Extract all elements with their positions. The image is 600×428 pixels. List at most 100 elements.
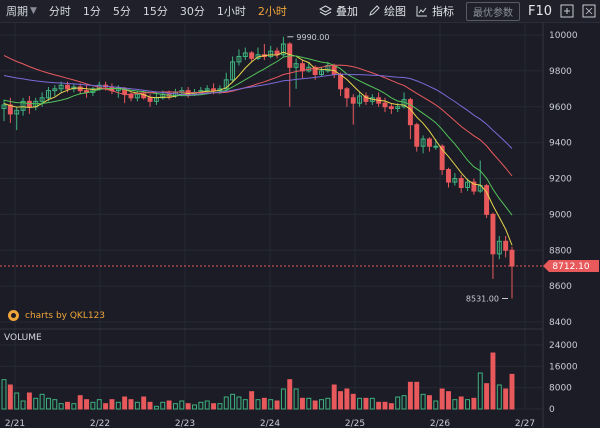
candle-body xyxy=(350,97,356,104)
volume-bar xyxy=(407,381,413,410)
period-tab-5m[interactable]: 5分 xyxy=(112,5,131,18)
candle-body xyxy=(52,88,58,92)
volume-bar xyxy=(344,388,350,410)
price-tick-label: 9000 xyxy=(549,210,572,220)
volume-bar xyxy=(14,392,20,410)
period-tab-2h[interactable]: 2小时 xyxy=(257,5,287,18)
candle-body xyxy=(414,124,420,147)
period-tab-30m[interactable]: 30分 xyxy=(179,5,205,18)
period-tab-15m[interactable]: 15分 xyxy=(142,5,168,18)
overlay-button[interactable]: 叠加 xyxy=(318,3,358,19)
candle-body xyxy=(134,93,140,99)
volume-bar xyxy=(490,352,496,410)
volume-bar xyxy=(192,404,197,410)
candle-body xyxy=(465,181,471,188)
candlestick-chart[interactable]: 10000 9800 9600 9400 9200 9000 8800 8600 8400 240… xyxy=(0,22,600,428)
candle-body xyxy=(147,97,153,102)
candle-body xyxy=(65,84,70,90)
draw-button[interactable]: 绘图 xyxy=(368,3,406,19)
ma30-line xyxy=(3,73,513,149)
period-label[interactable]: 周期 xyxy=(6,5,28,18)
f10-button[interactable]: F10 xyxy=(527,3,552,19)
volume-bar xyxy=(96,399,102,410)
indicator-button[interactable]: 指标 xyxy=(416,3,454,19)
price-tick-label: 8400 xyxy=(549,318,572,328)
indicator-label: 指标 xyxy=(431,5,454,18)
volume-bar xyxy=(350,393,356,410)
candle-body xyxy=(388,106,394,110)
volume-bar xyxy=(90,401,96,410)
candle-body xyxy=(503,240,509,251)
volume-bar xyxy=(401,395,407,410)
volume-bar xyxy=(179,400,185,410)
candle-body xyxy=(312,66,318,75)
x-tick-label: 2/24 xyxy=(260,419,280,428)
candle-body xyxy=(439,145,445,171)
candle-body xyxy=(236,56,242,63)
fullscreen-icon[interactable] xyxy=(582,4,596,18)
period-tab-1h[interactable]: 1小时 xyxy=(216,5,246,18)
volume-bar xyxy=(172,403,178,410)
high-label: 9990.00 xyxy=(296,33,329,42)
price-tick-label: 9200 xyxy=(549,175,572,185)
low-label: 8531.00 xyxy=(466,295,499,304)
candle-body xyxy=(357,95,363,104)
volume-bar xyxy=(198,401,204,410)
volume-bar xyxy=(439,388,445,410)
volume-bar xyxy=(160,401,166,410)
volume-bar xyxy=(357,397,363,410)
volume-bar xyxy=(268,399,274,410)
volume-bar xyxy=(166,400,172,410)
layers-icon xyxy=(318,5,332,16)
volume-tick-label: 24000 xyxy=(549,341,578,351)
volume-bar xyxy=(128,399,134,410)
price-tick-label: 10000 xyxy=(549,31,578,41)
x-tick-label: 2/26 xyxy=(430,419,450,428)
volume-bar xyxy=(77,395,83,410)
period-tab-timeshare[interactable]: 分时 xyxy=(48,5,71,18)
candle-body xyxy=(363,95,369,102)
qkl123-logo-icon xyxy=(8,310,19,321)
chevron-down-icon[interactable]: ▼ xyxy=(30,6,37,16)
volume-bar xyxy=(446,391,451,410)
candle-body xyxy=(58,84,64,90)
volume-tick-label: 16000 xyxy=(549,362,578,372)
volume-bar xyxy=(26,392,32,410)
candle-body xyxy=(20,100,26,111)
volume-bar xyxy=(71,403,77,410)
volume-bar xyxy=(185,403,191,410)
candle-body xyxy=(45,90,51,99)
price-tick-label: 8800 xyxy=(549,246,572,256)
price-tick-label: 9600 xyxy=(549,103,572,113)
candle-body xyxy=(39,97,45,102)
candle-body xyxy=(14,109,20,115)
draw-label: 绘图 xyxy=(383,5,406,18)
candle-body xyxy=(420,138,426,147)
optimal-params-button[interactable]: 最优参数 xyxy=(465,1,520,21)
volume-bar xyxy=(395,396,401,410)
ma20-line xyxy=(3,55,513,177)
volume-bar xyxy=(45,397,51,410)
candle-body xyxy=(407,99,413,126)
watermark: charts by QKL123 xyxy=(8,310,105,321)
volume-bar xyxy=(261,397,267,410)
volume-bar xyxy=(465,399,471,410)
volume-bar xyxy=(141,396,147,410)
volume-bar xyxy=(338,391,344,410)
period-tab-1m[interactable]: 1分 xyxy=(82,5,101,18)
candle-body xyxy=(490,213,496,255)
last-price-label: 8712.10 xyxy=(552,262,589,272)
volume-bar xyxy=(293,388,299,410)
volume-bar xyxy=(503,388,509,410)
x-tick-label: 2/23 xyxy=(175,419,195,428)
volume-bar xyxy=(369,397,375,410)
x-tick-label: 2/25 xyxy=(345,419,365,428)
candle-body xyxy=(1,104,7,110)
volume-bar xyxy=(414,381,420,410)
volume-bar xyxy=(331,384,337,410)
last-price-tag xyxy=(543,260,599,273)
volume-bar xyxy=(325,397,331,410)
volume-bar xyxy=(52,399,58,410)
expand-icon[interactable] xyxy=(560,4,574,18)
volume-bar xyxy=(363,397,369,410)
